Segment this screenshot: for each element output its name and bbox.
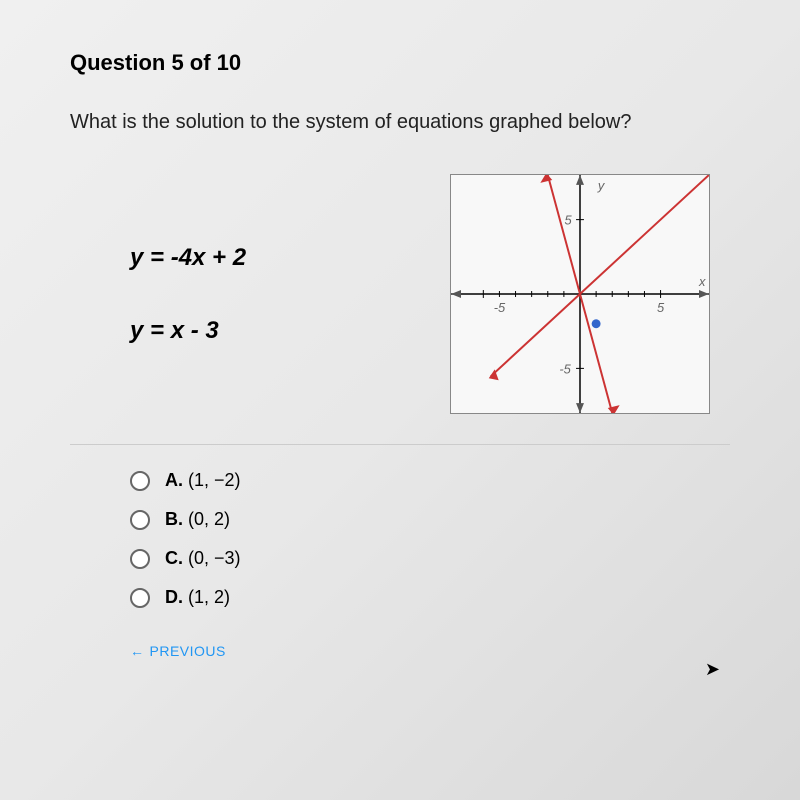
question-text: What is the solution to the system of eq… [70, 111, 730, 134]
radio-c[interactable] [130, 549, 150, 569]
arrow-left [451, 290, 461, 298]
option-a-label: A. (1, −2) [165, 470, 241, 491]
graph-svg: -5 5 5 -5 y x [451, 175, 709, 413]
option-c-label: C. (0, −3) [165, 548, 241, 569]
arrow-down [576, 403, 584, 413]
arrow-left-icon: ← [130, 643, 145, 659]
tick-y5: 5 [565, 213, 573, 228]
equation-1: y = -4x + 2 [130, 244, 246, 272]
equations-block: y = -4x + 2 y = x - 3 [70, 244, 246, 345]
line-shallow [491, 175, 709, 376]
option-d-label: D. (1, 2) [165, 587, 230, 608]
question-number: Question 5 of 10 [70, 50, 730, 76]
radio-b[interactable] [130, 510, 150, 530]
option-c[interactable]: C. (0, −3) [130, 548, 730, 569]
y-axis-label: y [597, 178, 606, 193]
content-row: y = -4x + 2 y = x - 3 [70, 174, 730, 414]
equation-2: y = x - 3 [130, 317, 246, 345]
answer-options: A. (1, −2) B. (0, 2) C. (0, −3) D. (1, 2… [70, 470, 730, 608]
option-b[interactable]: B. (0, 2) [130, 509, 730, 530]
tick-neg5: -5 [494, 300, 506, 315]
x-axis-label: x [698, 274, 706, 289]
tick-pos5: 5 [657, 300, 665, 315]
previous-button[interactable]: ← PREVIOUS [130, 643, 226, 659]
cursor-icon: ➤ [705, 659, 720, 680]
option-a[interactable]: A. (1, −2) [130, 470, 730, 491]
option-d[interactable]: D. (1, 2) [130, 587, 730, 608]
divider [70, 444, 730, 445]
option-b-label: B. (0, 2) [165, 509, 230, 530]
radio-d[interactable] [130, 588, 150, 608]
intersection-point [592, 319, 601, 328]
radio-a[interactable] [130, 471, 150, 491]
graph: -5 5 5 -5 y x [450, 174, 710, 414]
tick-yneg5: -5 [559, 361, 571, 376]
previous-label: PREVIOUS [150, 643, 226, 659]
arrow-up [576, 175, 584, 185]
arrow-right [699, 290, 709, 298]
